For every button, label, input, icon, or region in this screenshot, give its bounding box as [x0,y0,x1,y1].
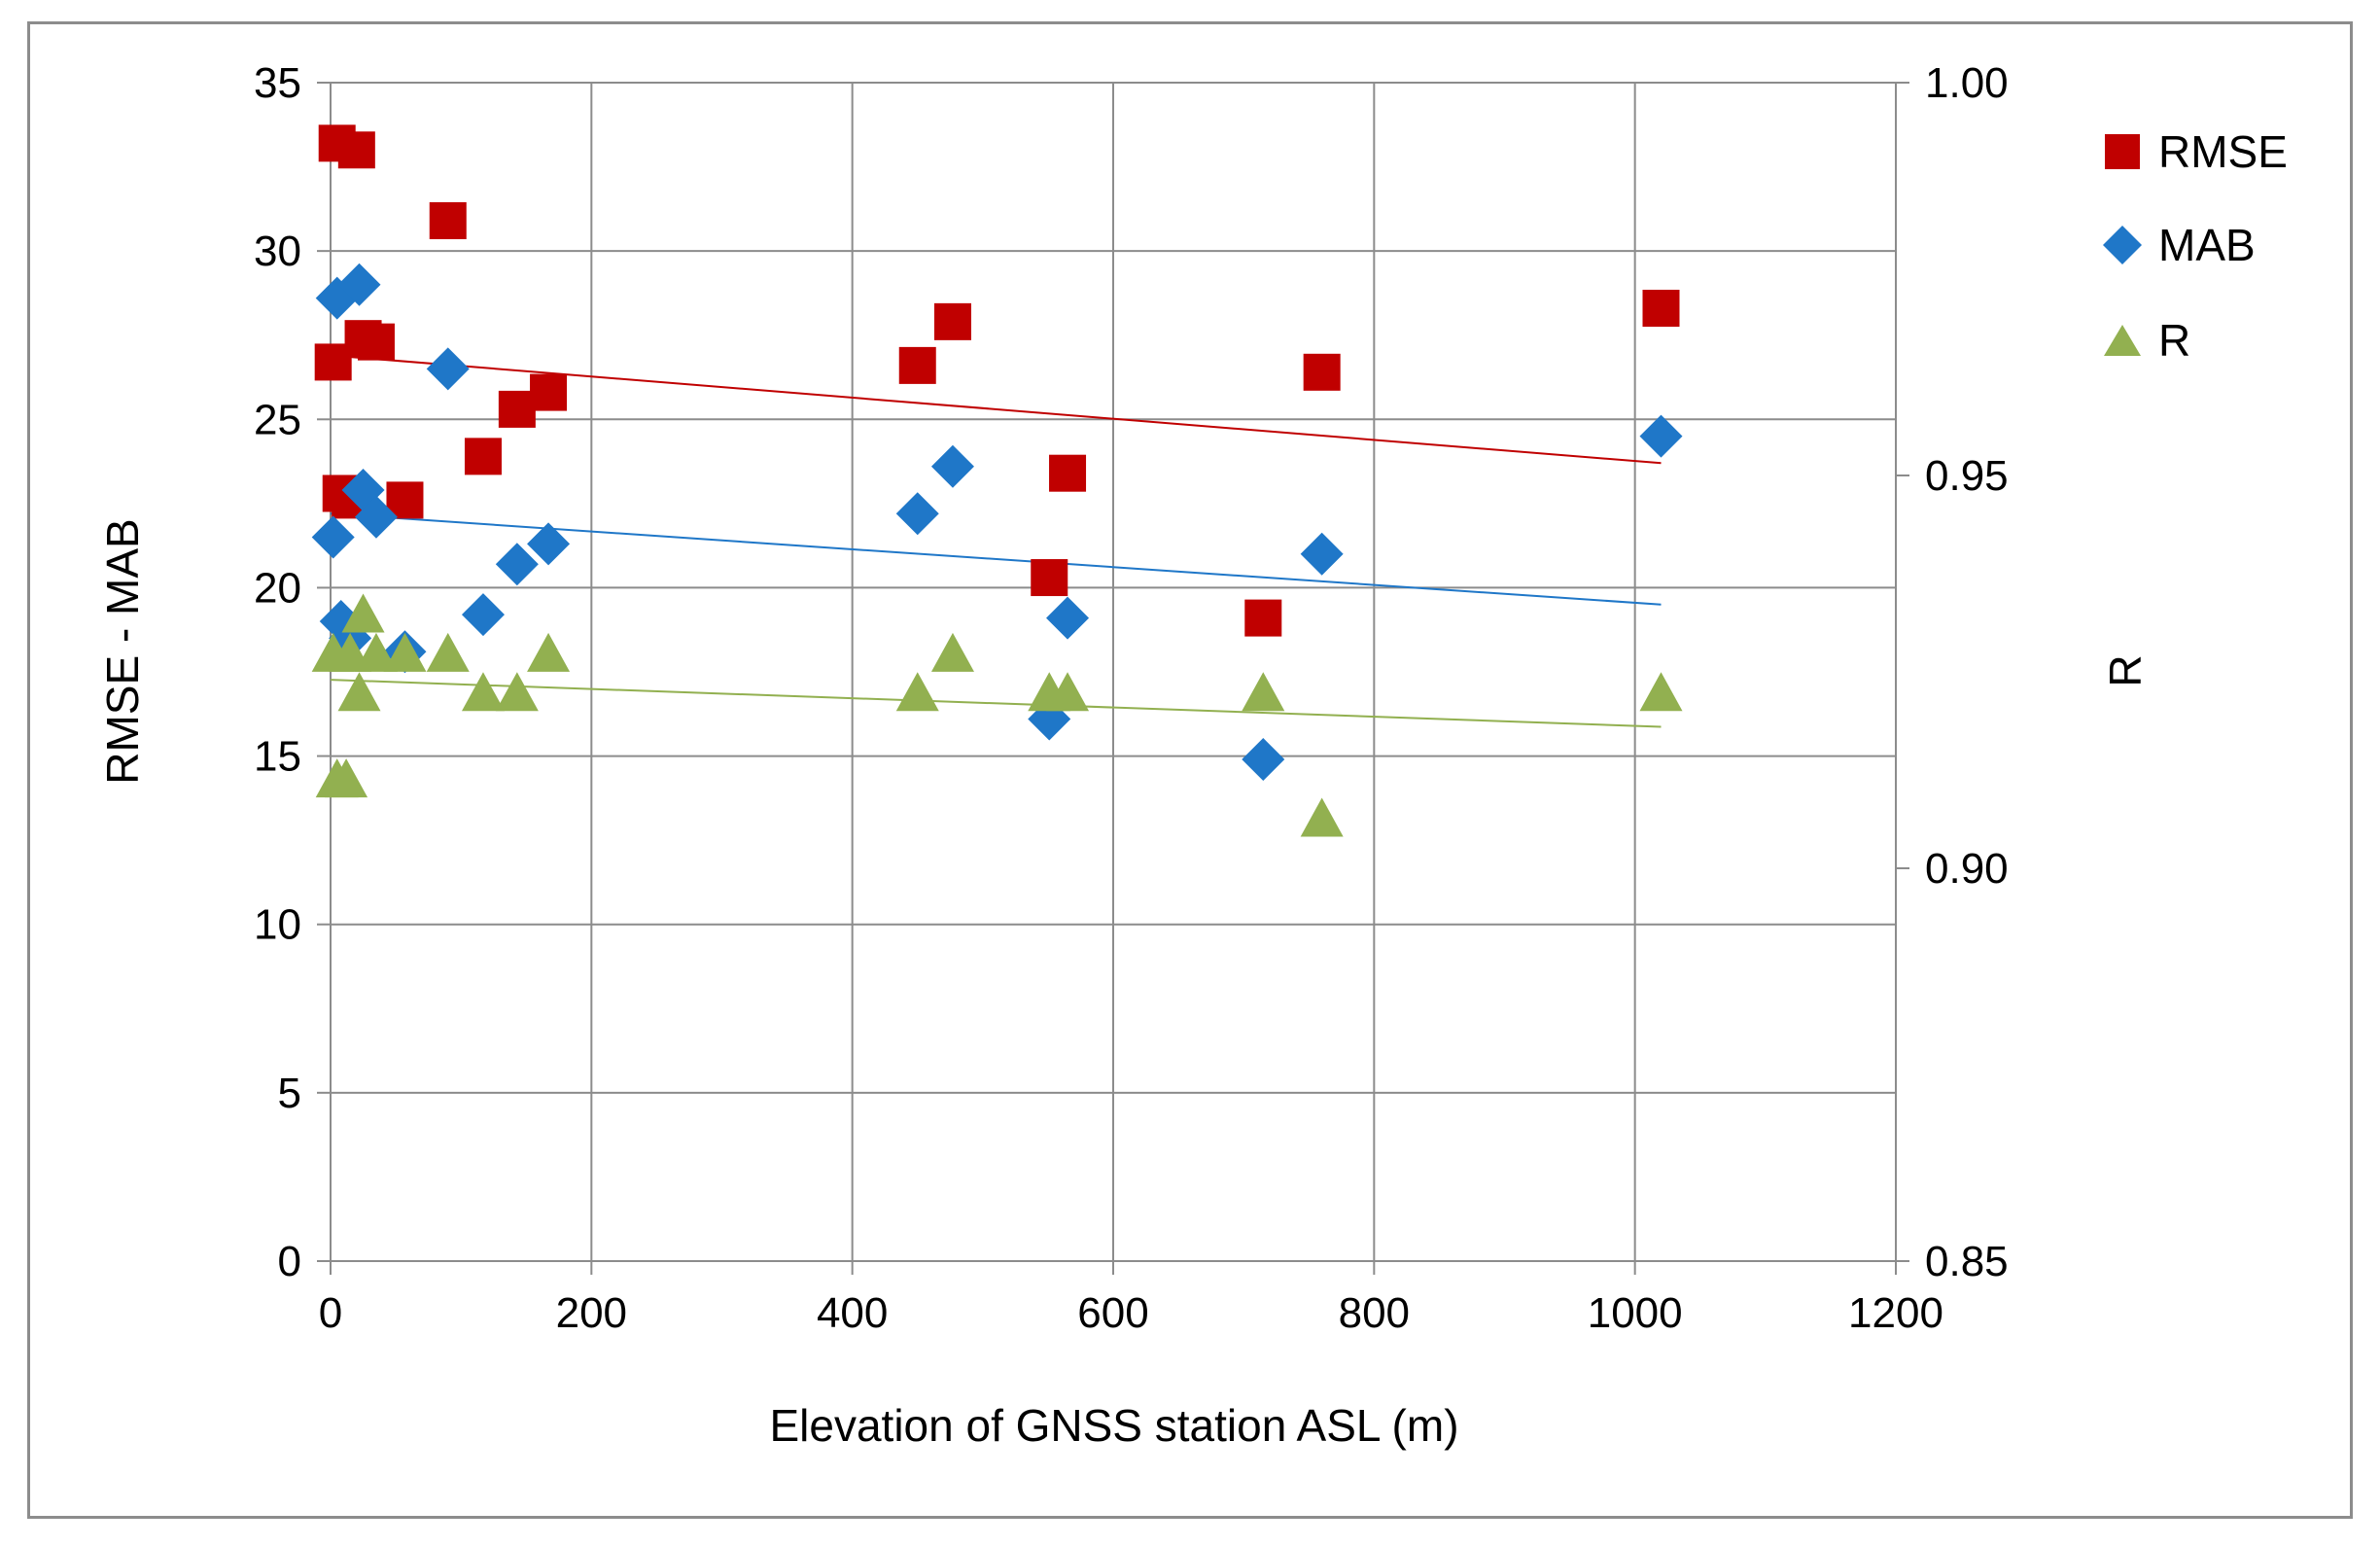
point-mab [341,469,385,512]
legend-label-mab: MAB [2158,220,2256,270]
point-mab [1300,532,1344,576]
point-r [325,758,368,798]
y-tick-label: 25 [254,396,301,443]
point-r [1639,672,1683,712]
x-tick-label: 400 [817,1289,888,1337]
point-r [1242,672,1285,712]
x-tick-label: 800 [1339,1289,1410,1337]
point-rmse [933,302,971,340]
point-r [383,632,427,672]
legend: RMSE MAB R [2103,126,2288,366]
y-tick-label: 5 [278,1070,301,1117]
y2-axis-title: R [2100,654,2151,686]
x-tick-label: 600 [1077,1289,1148,1337]
legend-label-r: R [2158,315,2190,366]
point-mab [930,444,974,488]
point-r [426,632,470,672]
trendline-rmse [330,354,1662,465]
point-rmse [464,438,502,475]
y2-tick-label: 0.90 [1925,845,2009,893]
point-r [1300,797,1344,837]
point-rmse [1642,290,1680,328]
y-tick-label: 30 [254,228,301,275]
y-tick-label: 10 [254,901,301,949]
legend-marker-rmse [2105,134,2140,169]
point-rmse [429,201,467,239]
point-rmse [530,373,568,411]
point-mab [1242,738,1285,782]
point-mab [461,593,505,637]
data-points [311,124,1683,837]
point-r [461,672,505,712]
point-mab [895,492,939,536]
point-rmse [1244,599,1282,637]
point-rmse [1049,454,1087,492]
point-mab [354,495,398,539]
point-r [527,632,571,672]
legend-label-rmse: RMSE [2158,126,2288,177]
point-r [341,593,385,633]
point-r [495,672,539,712]
x-axis-title: Elevation of GNSS station ASL (m) [769,1400,1458,1451]
y-tick-label: 35 [254,59,301,107]
point-rmse [498,390,536,428]
grid [330,82,1897,1262]
y-tick-label: 0 [278,1238,301,1285]
point-rmse [357,323,395,361]
point-mab [337,263,381,306]
legend-marker-mab [2103,226,2142,264]
point-rmse [898,346,936,384]
y-tick-label: 15 [254,733,301,781]
point-r [930,632,974,672]
trendline-r [330,679,1662,728]
legend-item-rmse: RMSE [2105,126,2288,177]
point-mab [426,347,470,391]
x-tick-label: 1000 [1588,1289,1683,1337]
point-r [895,672,939,712]
point-r [354,632,398,672]
x-tick-label: 1200 [1848,1289,1943,1337]
y-tick-label: 20 [254,564,301,612]
legend-item-mab: MAB [2103,220,2256,270]
y2-tick-label: 0.85 [1925,1238,2009,1285]
y-axis-title: RMSE - MAB [97,518,148,784]
point-rmse [1031,559,1068,597]
x-tick-label: 200 [556,1289,627,1337]
legend-marker-r [2104,325,2141,356]
chart-frame [27,21,2353,1519]
point-mab [527,522,571,566]
y2-tick-label: 0.95 [1925,452,2009,500]
axes [317,82,1909,1275]
legend-item-r: R [2104,315,2190,366]
point-mab [1639,414,1683,458]
point-mab [311,515,355,559]
point-r [337,672,381,712]
y2-tick-label: 1.00 [1925,59,2009,107]
x-tick-label: 0 [319,1289,342,1337]
point-rmse [337,131,375,169]
point-r [1046,672,1090,712]
point-mab [495,543,539,586]
point-mab [1046,596,1090,640]
point-rmse [1303,353,1341,391]
